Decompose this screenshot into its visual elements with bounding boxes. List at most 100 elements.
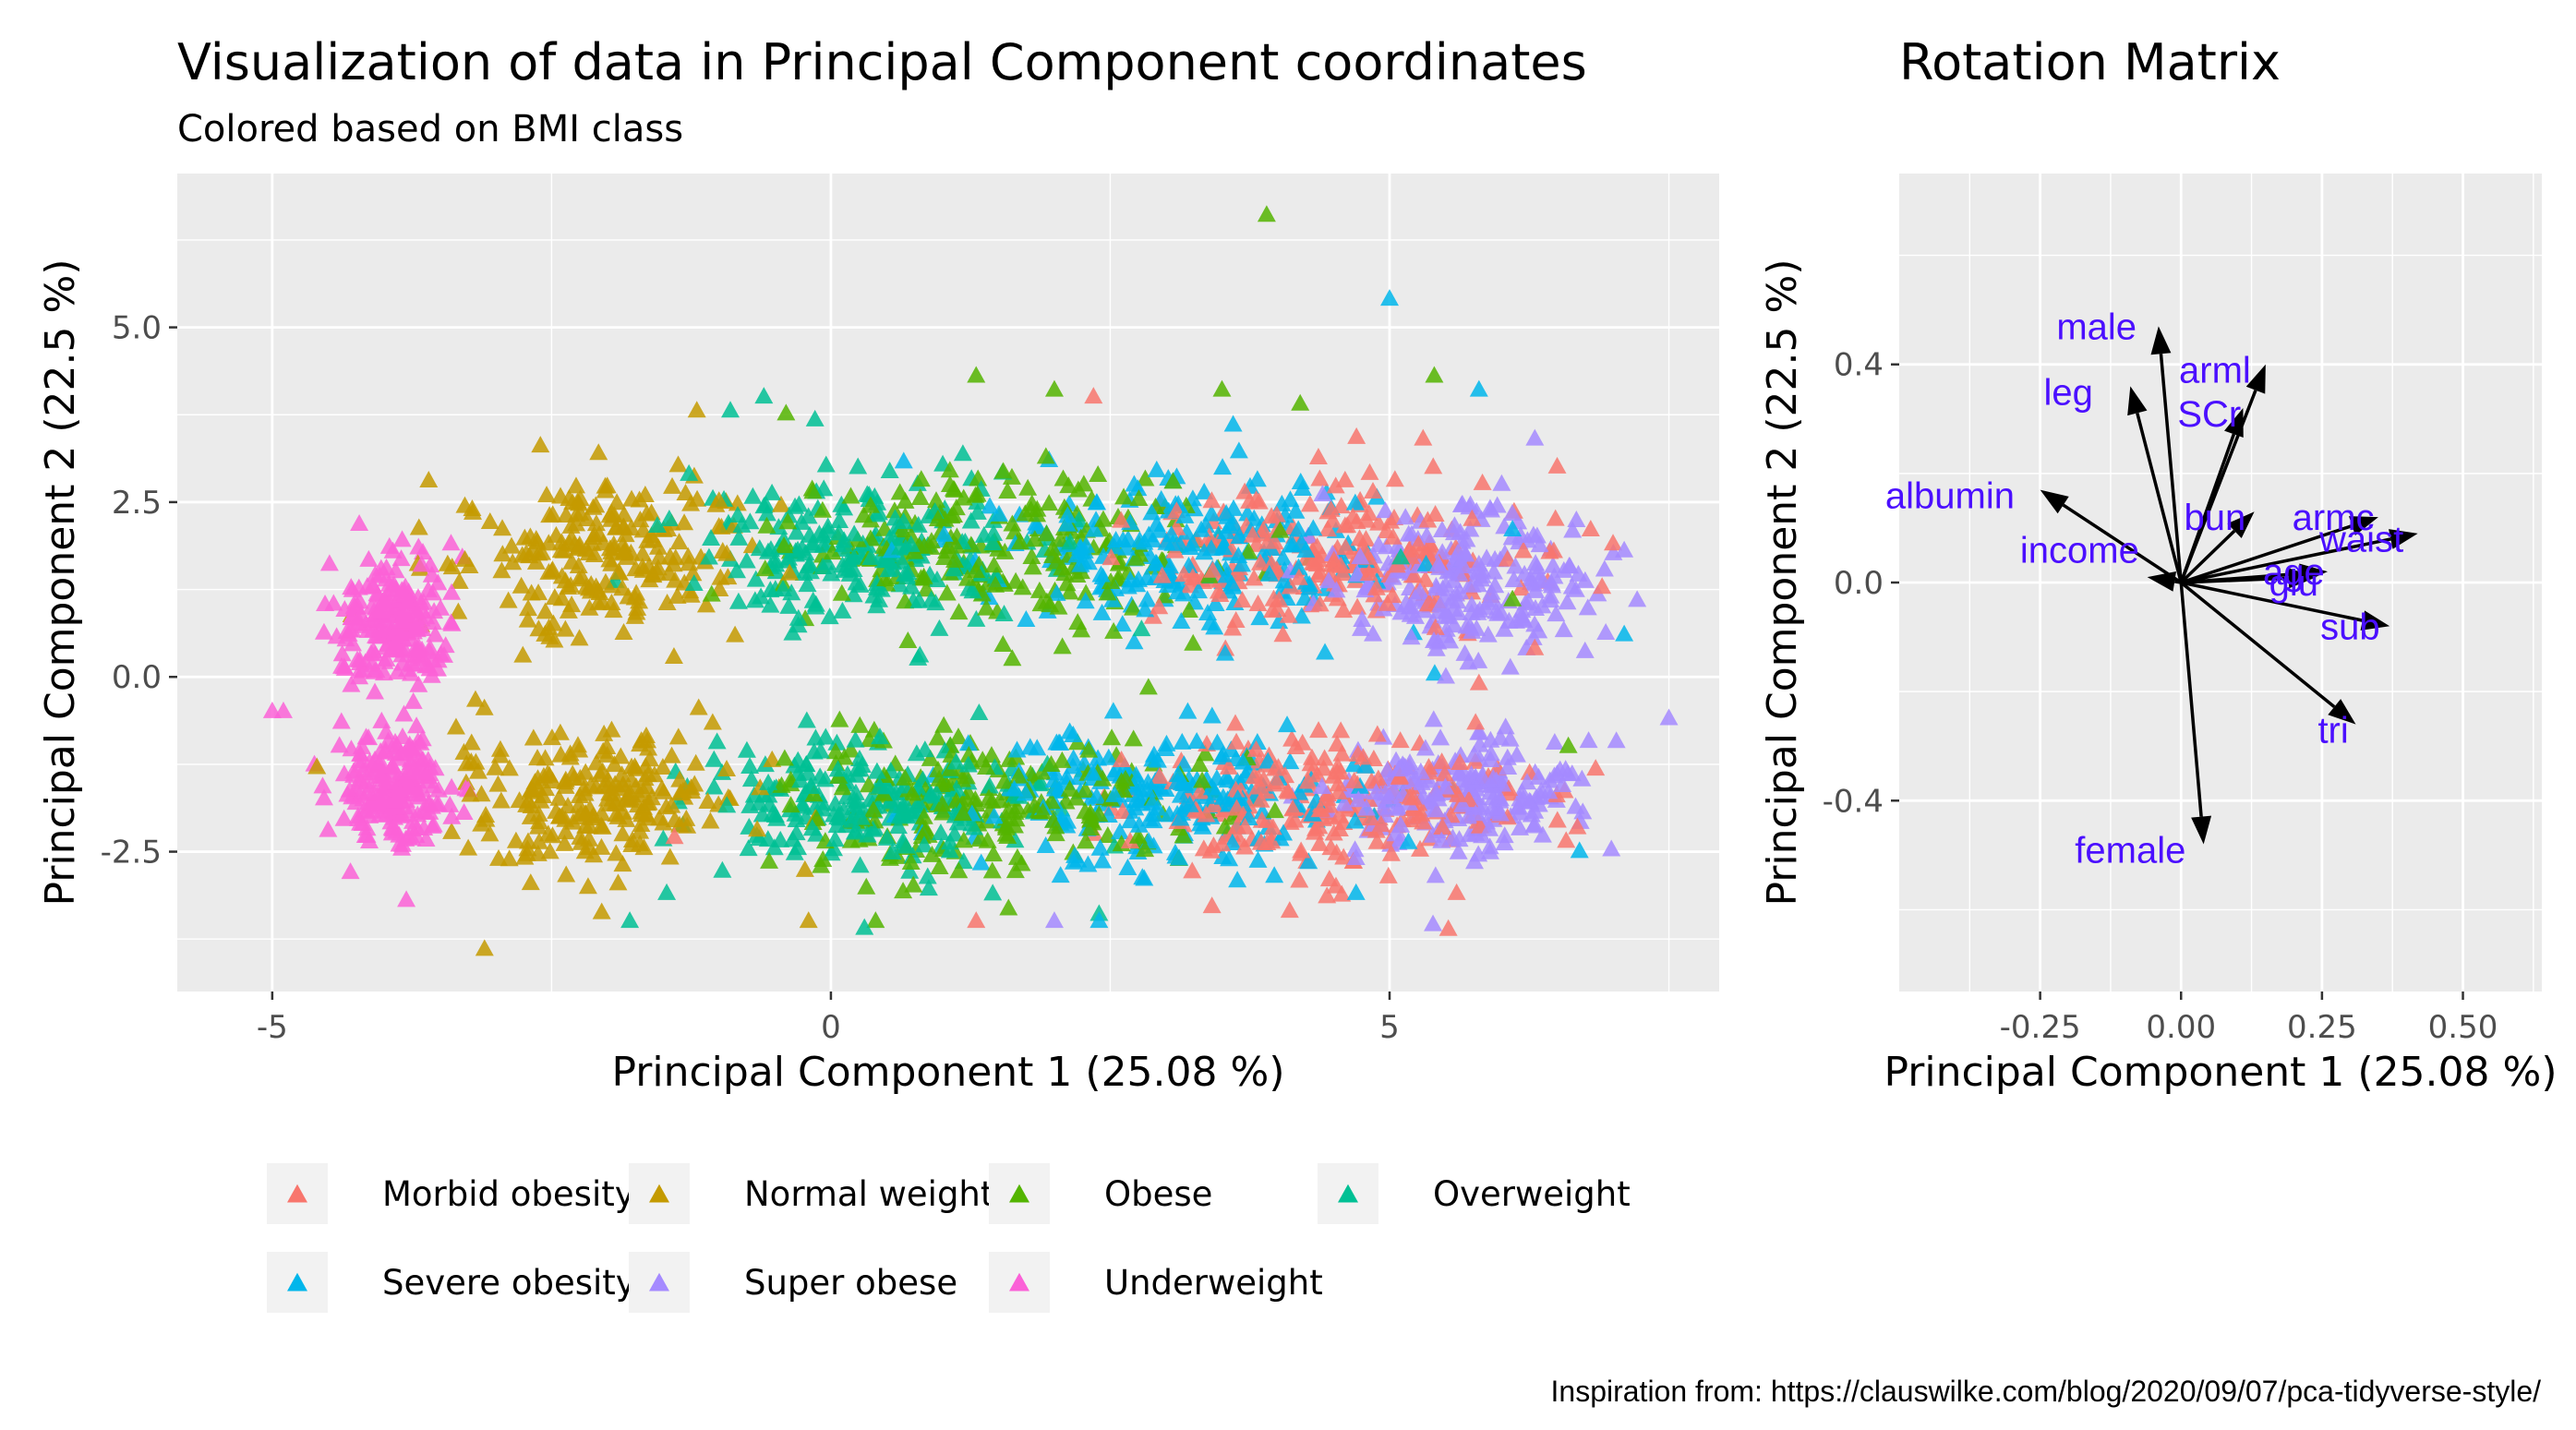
point-underweight — [403, 691, 423, 709]
point-severe-obesity — [1213, 458, 1233, 475]
point-obese — [934, 715, 954, 733]
point-obese — [760, 851, 779, 869]
point-super-obese — [1493, 775, 1512, 792]
point-super-obese — [1607, 731, 1626, 749]
point-morbid-obesity — [1426, 618, 1445, 635]
rotation-y-axis-title: Principal Component 2 (22.5 %) — [1759, 259, 1806, 907]
arrow-tri — [2180, 581, 2336, 709]
point-normal-weight — [557, 865, 576, 883]
point-severe-obesity — [958, 734, 978, 751]
point-overweight — [745, 591, 764, 608]
point-overweight — [861, 547, 881, 565]
point-severe-obesity — [1289, 520, 1308, 537]
point-severe-obesity — [1213, 745, 1233, 763]
point-morbid-obesity — [1202, 491, 1222, 509]
arrowhead-tri — [2328, 699, 2356, 725]
point-normal-weight — [568, 736, 587, 753]
point-obese — [1003, 514, 1022, 532]
point-underweight — [415, 803, 435, 821]
point-morbid-obesity — [1546, 509, 1565, 526]
point-overweight — [867, 762, 886, 779]
point-severe-obesity — [1208, 733, 1227, 751]
point-overweight — [1031, 774, 1051, 791]
point-normal-weight — [592, 804, 611, 822]
point-underweight — [313, 776, 332, 794]
point-overweight — [728, 561, 747, 579]
point-morbid-obesity — [1586, 759, 1606, 776]
point-normal-weight — [529, 619, 548, 637]
point-overweight — [845, 524, 864, 542]
point-obese — [1018, 478, 1038, 496]
point-morbid-obesity — [1084, 387, 1103, 404]
point-normal-weight — [468, 762, 488, 779]
point-normal-weight — [748, 820, 767, 837]
point-overweight — [800, 555, 819, 572]
point-super-obese — [1453, 795, 1473, 812]
loading-label-income: income — [2020, 531, 2139, 571]
point-super-obese — [1525, 428, 1545, 446]
point-obese — [1503, 589, 1523, 607]
point-obese — [896, 768, 915, 786]
rotation-grid — [1899, 174, 2542, 991]
point-overweight — [740, 757, 760, 775]
point-underweight — [351, 756, 370, 774]
point-overweight — [680, 463, 699, 481]
point-underweight — [423, 583, 442, 601]
point-super-obese — [1319, 571, 1339, 589]
point-morbid-obesity — [1336, 537, 1355, 555]
point-normal-weight — [596, 572, 615, 590]
point-overweight — [839, 550, 859, 568]
point-super-obese — [1569, 564, 1588, 582]
point-obese — [969, 469, 988, 487]
point-underweight — [344, 597, 364, 615]
point-obese — [1044, 379, 1064, 397]
point-severe-obesity — [1189, 582, 1209, 599]
point-severe-obesity — [1198, 603, 1218, 620]
point-severe-obesity — [1356, 756, 1376, 774]
point-super-obese — [1475, 597, 1495, 615]
point-underweight — [391, 549, 411, 567]
point-normal-weight — [582, 574, 601, 592]
point-morbid-obesity — [1367, 725, 1387, 742]
point-underweight — [392, 530, 412, 547]
point-morbid-obesity — [1447, 883, 1466, 900]
loading-label-female: female — [2075, 830, 2185, 871]
point-normal-weight — [536, 749, 555, 766]
point-severe-obesity — [1110, 823, 1129, 840]
point-obese — [999, 898, 1018, 916]
point-underweight — [415, 818, 434, 835]
point-super-obese — [1357, 799, 1377, 816]
arrow-SCr — [2179, 433, 2236, 583]
legend-marker-underweight — [1009, 1272, 1029, 1292]
point-morbid-obesity — [1183, 861, 1202, 879]
point-morbid-obesity — [1286, 737, 1306, 754]
point-severe-obesity — [1234, 752, 1253, 770]
rotation-y-tick-label: 0.4 — [1834, 347, 1884, 384]
point-morbid-obesity — [1426, 505, 1445, 523]
point-normal-weight — [307, 757, 327, 775]
point-overweight — [827, 816, 847, 834]
point-overweight — [870, 727, 889, 745]
point-normal-weight — [613, 855, 632, 872]
point-super-obese — [1391, 603, 1411, 620]
point-severe-obesity — [1090, 838, 1110, 856]
point-normal-weight — [617, 810, 636, 827]
point-normal-weight — [584, 546, 604, 563]
point-super-obese — [1508, 798, 1527, 815]
point-obese — [850, 715, 870, 733]
point-super-obese — [1515, 564, 1535, 582]
point-super-obese — [1327, 581, 1346, 598]
point-underweight — [314, 788, 333, 806]
point-super-obese — [1351, 547, 1370, 565]
arrow-income — [2173, 580, 2182, 584]
point-normal-weight — [696, 595, 716, 613]
point-obese — [1291, 393, 1310, 411]
point-super-obese — [1490, 804, 1510, 822]
point-normal-weight — [480, 824, 500, 842]
point-normal-weight — [596, 481, 615, 499]
point-morbid-obesity — [1326, 554, 1345, 571]
point-underweight — [431, 598, 451, 616]
point-normal-weight — [640, 571, 659, 588]
point-normal-weight — [492, 561, 512, 579]
